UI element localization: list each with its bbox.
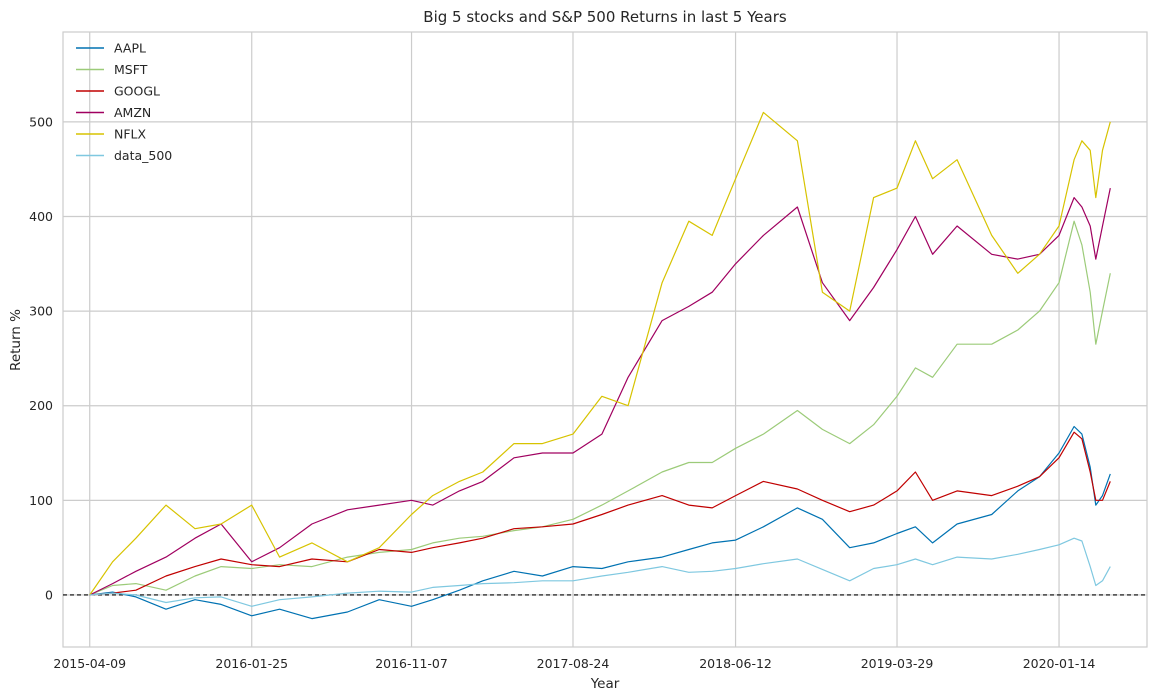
y-tick-label: 300 [29,304,53,319]
legend-label: MSFT [114,62,148,77]
y-tick-label: 200 [29,398,53,413]
legend-label: AAPL [114,41,146,56]
y-tick-labels: 0 100 200 300 400 500 [29,114,53,602]
legend-label: data_500 [114,148,172,163]
series-line-msft [89,220,1111,596]
x-tick-label: 2017-08-24 [537,656,610,671]
y-tick-label: 100 [29,493,53,508]
x-tick-label: 2019-03-29 [861,656,934,671]
legend: AAPL MSFT GOOGL AMZN NFLX data_500 [76,41,172,163]
x-tick-labels: 2015-04-09 2016-01-25 2016-11-07 2017-08-24… [53,656,1095,671]
legend-label: AMZN [114,105,151,120]
x-tick-label: 2016-01-25 [215,656,288,671]
y-tick-label: 0 [45,587,53,602]
x-tick-label: 2018-06-12 [699,656,772,671]
x-tick-label: 2015-04-09 [53,656,126,671]
x-axis-label: Year [590,676,620,692]
y-tick-label: 400 [29,209,53,224]
series-line-googl [89,431,1111,596]
x-tick-label: 2016-11-07 [375,656,448,671]
series-line-data-500 [89,537,1111,607]
series-line-nflx [89,111,1111,596]
series-lines [89,111,1111,620]
y-axis-label: Return % [8,309,24,371]
legend-label: NFLX [114,127,147,142]
chart-title: Big 5 stocks and S&P 500 Returns in last… [423,8,787,26]
plot-area-frame [62,31,1148,648]
x-gridlines [89,32,1060,647]
legend-label: GOOGL [114,84,160,99]
x-tick-label: 2020-01-14 [1023,656,1096,671]
y-tick-label: 500 [29,114,53,129]
y-gridlines [63,121,1147,596]
